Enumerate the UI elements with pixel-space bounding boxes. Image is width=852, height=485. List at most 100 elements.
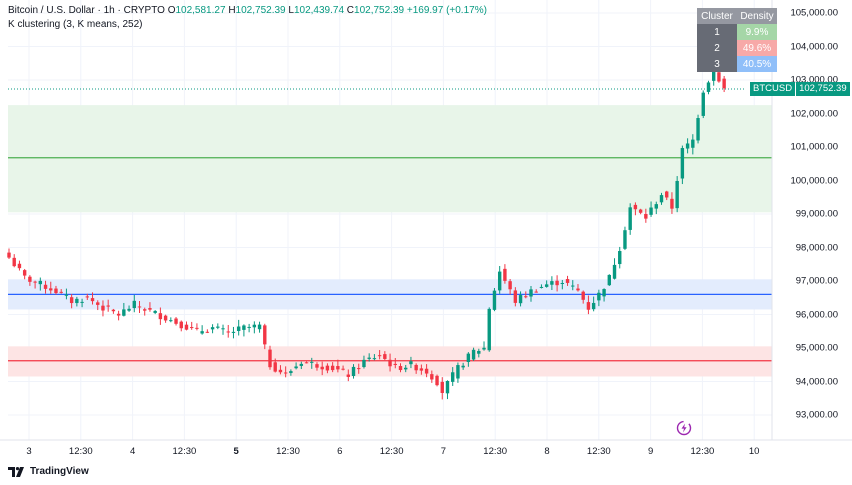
lightning-icon[interactable] (676, 420, 692, 436)
candle-body (665, 191, 669, 198)
low-label: L (288, 5, 294, 16)
candle-body (576, 288, 580, 291)
candle-body (717, 72, 721, 82)
cluster-zones (8, 105, 772, 377)
high-value: 102,752.39 (235, 5, 286, 16)
candle-body (581, 291, 585, 300)
candle-body (273, 362, 277, 372)
price-tick-label: 96,000.00 (795, 309, 838, 320)
candle-body (555, 280, 559, 286)
price-tick-label: 102,000.00 (790, 108, 838, 119)
candle-body (487, 308, 491, 351)
time-tick-label: 12:30 (586, 446, 611, 457)
candle-body (492, 290, 497, 310)
candle-body (304, 362, 309, 364)
candle-body (701, 92, 705, 116)
high-label: H (228, 5, 236, 16)
candle-body (618, 251, 622, 265)
price-tick-label: 104,000.00 (790, 41, 838, 52)
price-tick-label: 100,000.00 (790, 175, 838, 186)
candles (7, 68, 726, 400)
candle-body (137, 306, 142, 308)
candle-body (565, 279, 570, 283)
candle-body (38, 280, 43, 285)
candle-body (341, 368, 345, 370)
candle-body (153, 310, 157, 313)
symbol-title[interactable]: Bitcoin / U.S. Dollar · 1h · CRYPTO (8, 5, 165, 16)
candle-body (388, 359, 392, 367)
candle-body (524, 296, 528, 298)
candle-body (430, 374, 434, 380)
candle-body (54, 288, 58, 294)
candle-body (712, 70, 716, 81)
candle-body (59, 291, 63, 293)
candle-body (257, 324, 262, 330)
open-value: 102,581.27 (175, 5, 226, 16)
candle-body (190, 327, 194, 329)
time-tick-label: 5 (233, 446, 239, 457)
candle-body (7, 252, 11, 258)
indicator-legend[interactable]: K clustering (3, K means, 252) (8, 19, 143, 30)
time-tick-label: 9 (647, 446, 654, 457)
candle-body (680, 148, 685, 179)
tradingview-logo[interactable]: TradingView (8, 466, 89, 477)
candle-body (127, 308, 131, 311)
candle-body (310, 361, 314, 363)
candle-body (654, 204, 658, 209)
candle-body (28, 276, 32, 282)
candle-body (247, 326, 251, 328)
candle-body (659, 195, 664, 203)
candle-body (111, 309, 116, 312)
change-value: +169.97 (+0.17%) (406, 5, 487, 16)
candle-body (236, 326, 241, 332)
candle-body (158, 313, 163, 320)
price-tick-label: 95,000.00 (795, 342, 838, 354)
candle-body (670, 198, 674, 209)
cluster-id: 3 (697, 56, 737, 72)
price-tick-label: 105,000.00 (790, 7, 838, 19)
candle-body (320, 366, 324, 370)
candle-body (424, 368, 429, 374)
candle-body (440, 381, 444, 393)
candle-body (148, 308, 152, 310)
candle-body (362, 359, 366, 368)
candle-body (696, 118, 700, 141)
candle-body (456, 365, 460, 379)
branding-text: TradingView (30, 466, 89, 477)
price-tick-label: 103,000.00 (790, 74, 838, 86)
candle-body (477, 350, 481, 354)
candle-body (586, 302, 591, 310)
candle-body (451, 372, 455, 382)
candle-body (22, 270, 27, 276)
candle-body (289, 371, 293, 374)
candle-body (315, 364, 319, 368)
candle-body (550, 281, 554, 285)
candle-body (445, 380, 450, 394)
density-header: Density (737, 8, 777, 24)
candle-body (471, 349, 476, 360)
price-tick-label: 93,000.00 (795, 409, 838, 421)
close-label: C (346, 5, 355, 16)
candle-body (612, 264, 617, 279)
candle-body (75, 298, 79, 304)
candle-body (497, 271, 502, 291)
candle-body (122, 309, 126, 316)
candle-body (210, 327, 215, 330)
candle-body (242, 325, 246, 330)
candle-body (231, 331, 236, 333)
candle-body (503, 268, 507, 281)
candle-body (644, 213, 648, 219)
candle-body (205, 331, 210, 333)
last-price-tag: BTCUSD 102,752.39 (750, 82, 850, 96)
candle-body (706, 82, 711, 92)
candle-body (336, 366, 340, 370)
candle-body (513, 290, 518, 303)
candle-body (116, 313, 121, 316)
candle-body (544, 284, 549, 287)
candle-body (597, 292, 601, 301)
candle-body (268, 349, 272, 368)
cluster-density: 9.9% (737, 24, 777, 40)
candle-body (466, 353, 471, 363)
candle-body (518, 295, 523, 304)
